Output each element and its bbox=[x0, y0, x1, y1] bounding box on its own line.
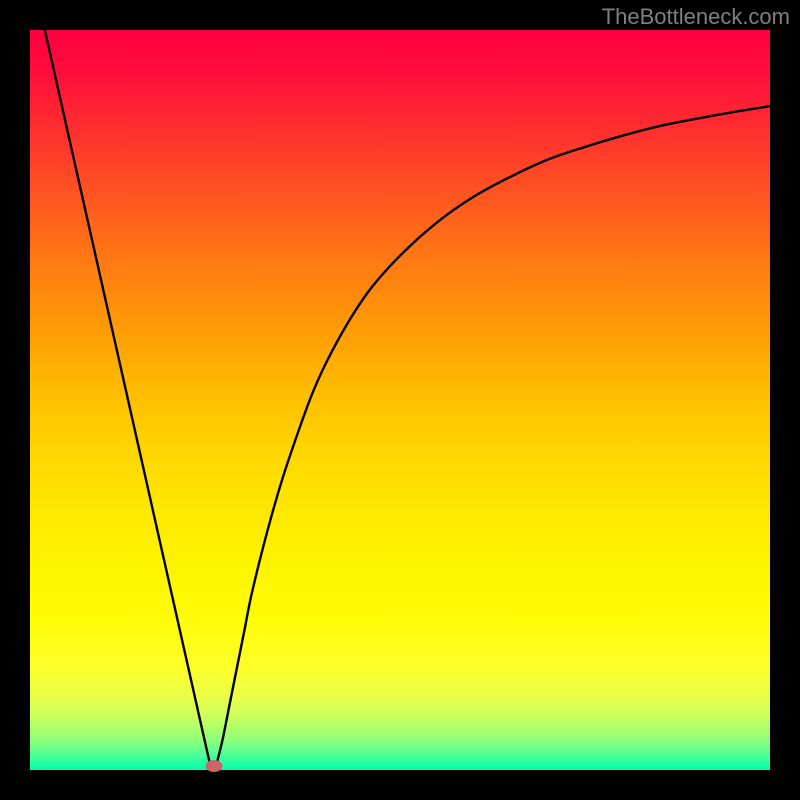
curve-right-branch bbox=[215, 106, 770, 770]
chart-frame: TheBottleneck.com bbox=[0, 0, 800, 800]
curve-left-branch bbox=[45, 30, 212, 770]
bottleneck-curve bbox=[30, 30, 770, 770]
minimum-marker bbox=[205, 760, 222, 772]
plot-area bbox=[30, 30, 770, 770]
watermark-text: TheBottleneck.com bbox=[602, 4, 790, 30]
